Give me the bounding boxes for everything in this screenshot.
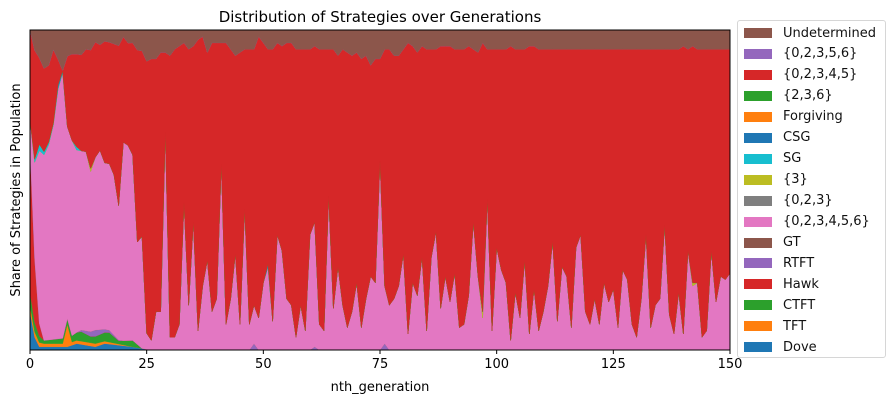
legend-item: CTFT	[744, 295, 815, 315]
legend-swatch	[744, 300, 772, 311]
legend-label: CTFT	[783, 297, 816, 313]
legend-swatch	[744, 28, 772, 38]
legend-label: RTFT	[783, 255, 815, 271]
legend-swatch	[744, 237, 772, 248]
x-axis-label: nth_generation	[331, 380, 430, 395]
legend-swatch	[744, 153, 772, 164]
legend-label: SG	[783, 151, 802, 167]
area-layers	[29, 29, 731, 351]
legend-item: TFT	[744, 316, 806, 336]
y-axis-label: Share of Strategies in Population	[9, 83, 24, 296]
x-tick-label: 50	[255, 357, 272, 372]
legend-label: {3}	[783, 172, 808, 188]
legend-swatch	[744, 321, 772, 332]
legend-swatch	[744, 195, 772, 206]
legend-swatch	[744, 216, 772, 227]
legend-swatch	[744, 174, 772, 185]
legend-item: Undetermined	[744, 23, 876, 43]
legend-label: {0,2,3}	[783, 193, 833, 209]
legend-swatch	[744, 342, 772, 353]
legend-swatch	[744, 111, 772, 122]
legend-swatch	[744, 279, 772, 290]
legend-label: Hawk	[783, 276, 819, 292]
x-tick-label: 0	[26, 357, 34, 372]
legend-label: Dove	[783, 339, 817, 355]
legend-swatch	[744, 48, 772, 59]
legend-swatch	[744, 90, 772, 101]
legend-label: {0,2,3,5,6}	[783, 46, 858, 62]
x-tick-label: 100	[484, 357, 509, 372]
legend-item: {3}	[744, 170, 808, 190]
legend-item: {0,2,3}	[744, 191, 833, 211]
legend-label: Undetermined	[783, 25, 876, 41]
legend-label: {0,2,3,4,5,6}	[783, 214, 870, 230]
legend-item: GT	[744, 233, 801, 253]
chart-title: Distribution of Strategies over Generati…	[219, 8, 542, 26]
legend-item: RTFT	[744, 253, 814, 273]
legend-item: {2,3,6}	[744, 86, 833, 106]
legend-item: Hawk	[744, 274, 819, 294]
legend-label: Forgiving	[783, 109, 843, 125]
x-tick-label: 125	[601, 357, 626, 372]
legend-item: SG	[744, 149, 801, 169]
x-axis: 0 25 50 75 100 125 150	[26, 350, 743, 372]
legend-swatch	[744, 258, 772, 269]
legend-item: Forgiving	[744, 107, 843, 127]
legend-item: Dove	[744, 337, 817, 357]
legend-item: CSG	[744, 128, 810, 148]
legend-label: {0,2,3,4,5}	[783, 67, 858, 83]
legend-label: CSG	[783, 130, 811, 146]
x-tick-label: 150	[718, 357, 743, 372]
legend-swatch	[744, 132, 772, 143]
legend-label: {2,3,6}	[783, 88, 833, 104]
legend-item: {0,2,3,4,5}	[744, 65, 857, 85]
legend-label: TFT	[783, 318, 807, 334]
legend: Undetermined {0,2,3,5,6} {0,2,3,4,5} {2,3,6…	[737, 20, 886, 358]
x-tick-label: 25	[138, 357, 155, 372]
legend-label: GT	[783, 235, 801, 250]
x-tick-label: 75	[372, 357, 389, 372]
legend-item: {0,2,3,4,5,6}	[744, 212, 870, 232]
legend-item: {0,2,3,5,6}	[744, 44, 857, 64]
legend-swatch	[744, 69, 772, 80]
